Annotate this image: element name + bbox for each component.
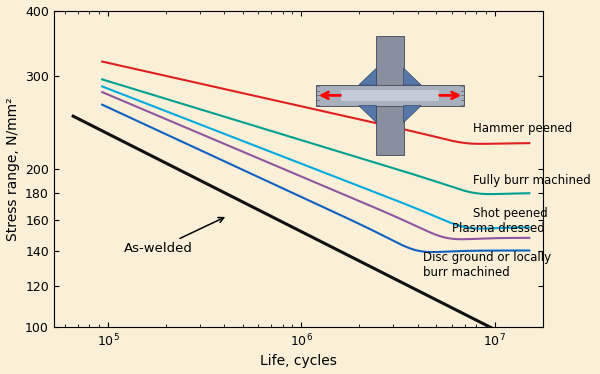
Text: As-welded: As-welded: [124, 218, 224, 255]
Text: Shot peened: Shot peened: [473, 207, 548, 220]
Polygon shape: [341, 90, 439, 101]
Y-axis label: Stress range, N/mm²: Stress range, N/mm²: [5, 97, 20, 241]
Polygon shape: [359, 68, 376, 85]
Text: Disc ground or locally
burr machined: Disc ground or locally burr machined: [423, 251, 551, 279]
Polygon shape: [316, 85, 464, 106]
Polygon shape: [404, 68, 421, 85]
X-axis label: Life, cycles: Life, cycles: [260, 355, 337, 368]
Polygon shape: [404, 106, 421, 123]
Text: Fully burr machined: Fully burr machined: [473, 174, 591, 187]
Polygon shape: [376, 36, 404, 85]
Text: Hammer peened: Hammer peened: [473, 122, 572, 135]
Text: Plasma dressed: Plasma dressed: [452, 222, 545, 235]
Polygon shape: [359, 106, 376, 123]
Polygon shape: [376, 106, 404, 155]
